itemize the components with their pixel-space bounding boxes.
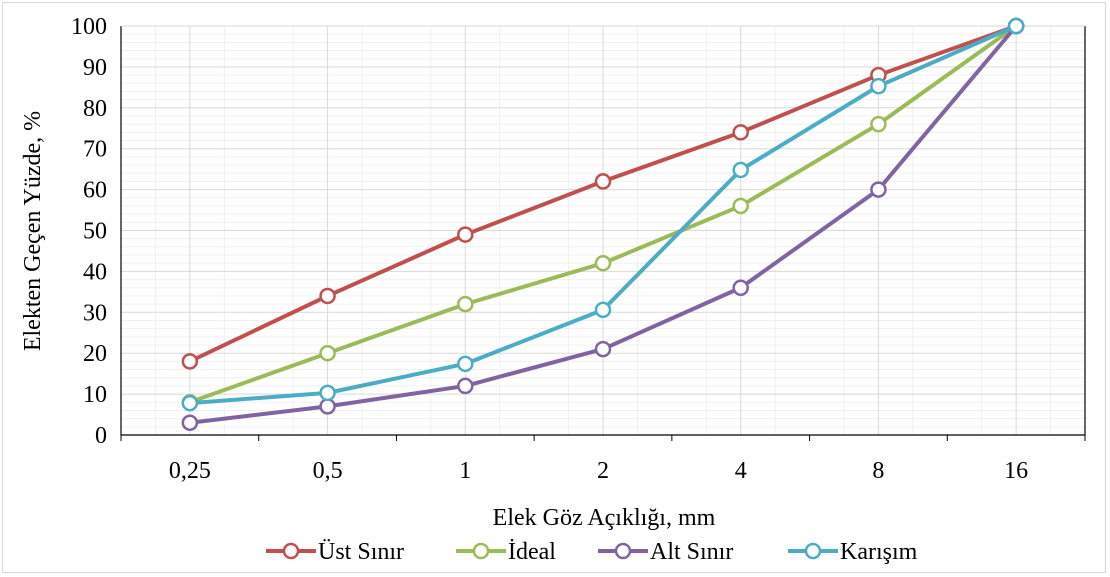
- x-tick-label: 2: [597, 458, 609, 484]
- data-point-marker: [732, 124, 749, 141]
- data-point-marker: [1007, 17, 1025, 35]
- axes: [120, 25, 1086, 441]
- y-tick-label: 40: [83, 259, 107, 285]
- data-point-marker: [870, 115, 887, 133]
- series-alt-s-n-r: [181, 17, 1025, 431]
- data-point-marker: [594, 301, 612, 319]
- data-point-marker: [870, 77, 887, 95]
- data-point-marker: [457, 377, 474, 395]
- data-point-marker: [594, 254, 612, 272]
- legend-label: Alt Sınır: [650, 539, 733, 565]
- y-tick-label: 0: [95, 423, 107, 449]
- legend-item: Karışım: [788, 539, 918, 565]
- x-tick-label: 0,25: [169, 458, 211, 484]
- legend-label: Karışım: [840, 539, 918, 565]
- legend-marker: [282, 542, 300, 560]
- data-point-marker: [594, 173, 612, 190]
- data-point-marker: [319, 384, 336, 402]
- data-point-marker: [457, 355, 474, 373]
- y-tick-label: 20: [83, 341, 107, 367]
- x-tick-label: 1: [459, 458, 471, 484]
- data-point-marker: [319, 344, 336, 362]
- data-point-marker: [319, 287, 336, 305]
- y-tick-labels: 0 10 20 30 40 50 60 70 80 90 100: [71, 14, 107, 449]
- y-axis-title: Elekten Geçen Yüzde, %: [20, 111, 46, 351]
- legend-marker: [614, 542, 632, 560]
- data-point-marker: [457, 295, 474, 313]
- y-tick-label: 60: [83, 178, 107, 204]
- data-point-marker: [181, 353, 199, 370]
- data-point-marker: [870, 181, 887, 198]
- series-kar-s-m: [181, 17, 1025, 412]
- legend: Üst Sınır İdeal Alt Sınır Karışım: [266, 539, 918, 565]
- legend-label: İdeal: [508, 539, 556, 565]
- y-tick-label: 70: [83, 137, 107, 163]
- legend-item: İdeal: [456, 539, 556, 565]
- x-tick-labels: 0,25 0,5 1 2 4 8 16: [169, 458, 1028, 484]
- data-point-marker: [594, 340, 612, 358]
- data-point-marker: [732, 279, 749, 297]
- data-series: [181, 17, 1025, 431]
- data-point-marker: [181, 414, 199, 431]
- legend-label: Üst Sınır: [318, 539, 404, 565]
- legend-marker: [804, 542, 822, 560]
- data-point-marker: [457, 226, 474, 243]
- y-tick-label: 50: [83, 219, 107, 245]
- x-tick-label: 0,5: [313, 458, 343, 484]
- y-tick-label: 90: [83, 55, 107, 81]
- y-tick-label: 80: [83, 96, 107, 122]
- legend-item: Alt Sınır: [598, 539, 733, 565]
- y-tick-label: 100: [71, 14, 107, 40]
- legend-marker: [472, 542, 490, 560]
- data-point-marker: [732, 161, 749, 179]
- x-tick-label: 8: [872, 458, 884, 484]
- y-tick-label: 30: [83, 300, 107, 326]
- data-point-marker: [181, 394, 199, 412]
- x-axis-title: Elek Göz Açıklığı, mm: [493, 505, 716, 531]
- x-tick-label: 16: [1004, 458, 1028, 484]
- legend-item: Üst Sınır: [266, 539, 404, 565]
- data-point-marker: [732, 197, 749, 215]
- x-tick-label: 4: [735, 458, 747, 484]
- data-point-marker: [319, 398, 336, 415]
- y-tick-label: 10: [83, 382, 107, 408]
